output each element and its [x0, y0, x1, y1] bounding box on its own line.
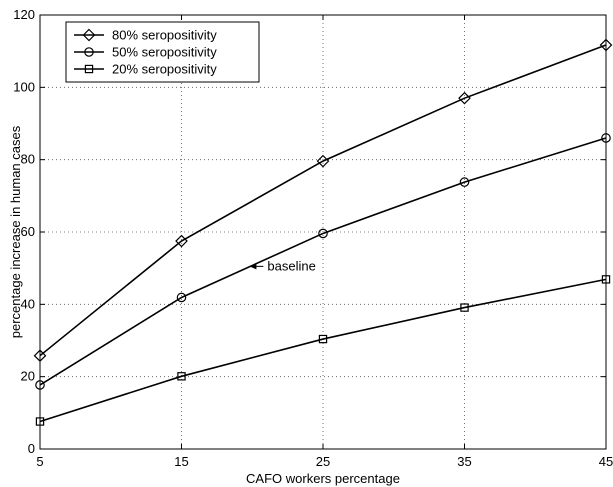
x-tick-label: 5 — [36, 454, 43, 469]
legend-marker-diamond — [82, 28, 96, 42]
data-point-circle — [176, 292, 187, 303]
grid — [40, 15, 606, 449]
legend-label: 80% seropositivity — [112, 28, 217, 43]
y-tick-label: 0 — [28, 441, 35, 456]
series-line — [39, 44, 607, 357]
data-point-circle — [601, 133, 611, 143]
y-tick-label: 20 — [21, 369, 35, 384]
legend-entry: 50% seropositivity — [74, 45, 217, 60]
legend-label: 50% seropositivity — [112, 45, 217, 60]
data-point-circle — [459, 177, 470, 187]
data-point-diamond — [316, 154, 330, 168]
data-point-circle — [35, 380, 45, 390]
data-point-square — [318, 334, 328, 344]
series-circle — [35, 133, 611, 390]
legend: 80% seropositivity 50% seropositivity 20% … — [65, 21, 260, 83]
data-point-square — [177, 372, 186, 381]
data-point-circle — [318, 228, 328, 239]
data-point-square — [601, 275, 611, 284]
y-tick-label: 120 — [13, 7, 35, 22]
y-tick-label: 100 — [13, 79, 35, 94]
baseline-arrow-head — [249, 263, 257, 270]
legend-label: 20% seropositivity — [112, 62, 217, 77]
series-line — [39, 278, 607, 423]
x-axis-label: CAFO workers percentage — [246, 471, 400, 486]
y-tick-label: 60 — [21, 224, 35, 239]
data-point-square — [460, 303, 469, 312]
legend-marker-square — [84, 64, 94, 74]
x-tick-label: 35 — [457, 454, 471, 469]
data-point-diamond — [33, 349, 47, 363]
x-tick-label: 25 — [316, 454, 330, 469]
axis-ticks: 5 15 25 35 45 0 20 40 60 80 100 120 — [13, 7, 613, 469]
y-tick-label: 40 — [21, 296, 35, 311]
legend-entry: 80% seropositivity — [74, 28, 217, 43]
legend-box — [65, 21, 260, 83]
data-point-diamond — [599, 38, 613, 52]
data-point-diamond — [458, 91, 471, 105]
baseline-annotation: baseline — [267, 258, 315, 273]
series-group — [33, 38, 613, 426]
y-axis-label: percentage increase in human cases — [8, 125, 23, 338]
legend-marker-circle — [84, 47, 94, 57]
series-diamond — [33, 38, 613, 363]
x-tick-label: 15 — [174, 454, 188, 469]
legend-entry: 20% seropositivity — [74, 62, 217, 77]
series-square — [35, 275, 611, 426]
data-point-square — [35, 417, 45, 426]
y-tick-label: 80 — [21, 152, 35, 167]
data-point-diamond — [175, 234, 188, 248]
x-tick-label: 45 — [599, 454, 613, 469]
series-line — [39, 137, 607, 386]
annotation-group: baseline — [249, 258, 316, 273]
